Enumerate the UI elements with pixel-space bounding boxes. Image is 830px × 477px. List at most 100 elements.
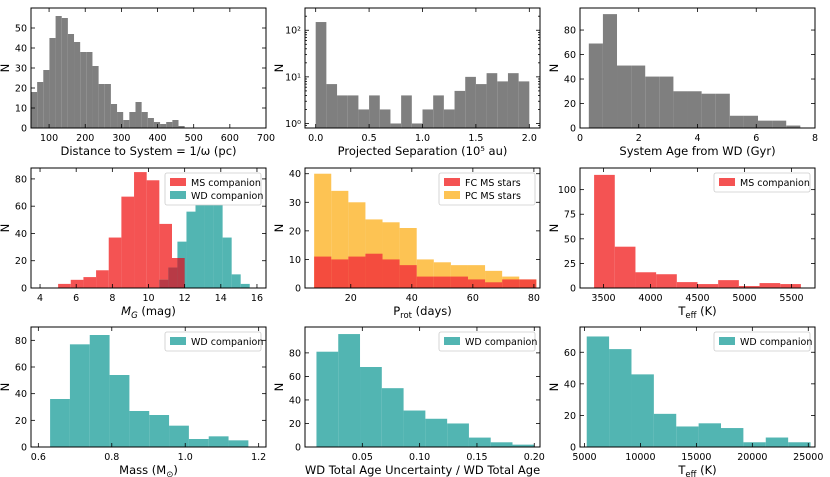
bar-histogram	[74, 42, 81, 128]
legend-swatch	[444, 337, 460, 345]
bar-wd-companion	[204, 192, 214, 288]
x-tick-label: 3500	[591, 293, 615, 304]
bar-histogram	[602, 14, 618, 128]
bar-wd-companion	[631, 374, 654, 447]
bar-wd-companion	[403, 410, 426, 447]
y-tick-label: 40	[289, 169, 301, 180]
legend-label: WD companion	[191, 337, 263, 348]
bar-wd-companion	[468, 437, 491, 447]
bar-ms-companion	[146, 180, 160, 288]
x-tick-label: 10	[142, 293, 154, 304]
x-tick-label: 5500	[779, 293, 803, 304]
xlabel-ms-teff: Teff (K)	[677, 304, 716, 321]
y-tick-label: 40	[15, 229, 27, 240]
y-tick-label: 20	[564, 99, 576, 110]
x-tick-label: 0.15	[466, 452, 487, 463]
bar-histogram	[61, 18, 68, 128]
bar-histogram	[486, 73, 498, 128]
bar-ms-companion	[738, 286, 760, 288]
bar-histogram	[379, 109, 391, 128]
bar-histogram	[31, 92, 38, 128]
xlabel-system-age: System Age from WD (Gyr)	[619, 144, 775, 158]
x-tick-label: 80	[528, 293, 540, 304]
bar-fc-ms-stars	[348, 256, 366, 288]
x-tick-label: 20	[345, 293, 357, 304]
y-tick-label: 0	[295, 443, 301, 454]
panel-distance: Distance to System = 1/ω (pc) N 10020030…	[0, 7, 275, 158]
bar-wd-companion	[69, 344, 90, 447]
bar-wd-companion	[765, 437, 789, 447]
y-tick-label: 10²	[285, 26, 301, 37]
bar-wd-companion	[89, 335, 110, 447]
bar-overlap	[168, 267, 172, 288]
legend-wd-mass	[164, 331, 262, 352]
bar-wd-companion	[653, 413, 677, 447]
bar-histogram	[758, 120, 773, 128]
x-tick-label: 400	[148, 133, 166, 144]
y-tick-label: 10¹	[285, 72, 301, 83]
bar-histogram	[141, 112, 148, 128]
x-tick-label: 25000	[793, 452, 823, 463]
ylabel-absolute-magnitude: N	[0, 224, 12, 233]
bar-wd-companion	[149, 415, 170, 447]
bar-histogram	[673, 91, 688, 128]
y-tick-label: 60	[15, 202, 27, 213]
y-tick-label: 80	[289, 348, 301, 359]
y-tick-label: 50	[564, 234, 576, 245]
bar-wd-companion	[586, 336, 610, 447]
legend-absolute-magnitude	[164, 172, 262, 206]
bar-histogram	[631, 65, 646, 128]
bar-fc-ms-stars	[502, 279, 520, 288]
legend-age-uncertainty	[438, 331, 536, 352]
bars-age-uncertainty	[316, 334, 535, 447]
x-tick-label: 0.05	[352, 452, 373, 463]
bars-absolute-magnitude	[58, 172, 250, 288]
bar-ms-companion	[614, 246, 636, 288]
y-tick-label: 0	[21, 284, 27, 295]
x-tick-label: 200	[76, 133, 94, 144]
bar-ms-companion	[108, 237, 122, 288]
ylabel-ms-teff: N	[547, 224, 561, 233]
panel-wd-teff: Teff (K) N 5000 10000 15000 20000 25000 0 20 40…	[547, 326, 823, 477]
y-tick-label: 40	[15, 44, 27, 55]
bar-histogram	[743, 115, 759, 128]
x-tick-label: 14	[215, 293, 227, 304]
legend-swatch	[719, 337, 735, 345]
bar-ms-companion	[676, 282, 698, 288]
bar-histogram	[110, 104, 118, 128]
y-tick-label: 20	[15, 84, 27, 95]
legend-swatch	[444, 191, 460, 199]
x-tick-label: 700	[257, 133, 275, 144]
axes-frame-wd-teff	[579, 326, 816, 448]
bar-histogram	[729, 115, 744, 128]
bar-histogram	[153, 122, 161, 128]
bar-fc-ms-stars	[519, 279, 537, 288]
bars-projected-separation	[315, 22, 530, 128]
y-tick-label: 20	[15, 416, 27, 427]
ylabel-distance: N	[0, 64, 12, 73]
bar-wd-companion	[129, 411, 150, 447]
y-tick-label: 40	[564, 379, 576, 390]
bar-histogram	[443, 109, 455, 128]
bar-histogram	[49, 38, 56, 128]
x-tick-label: 4000	[638, 293, 662, 304]
bars-wd-teff	[586, 336, 811, 447]
x-tick-label: 15000	[681, 452, 711, 463]
y-tick-label: 0	[570, 284, 576, 295]
legend-label: WD companion	[740, 337, 812, 348]
bar-histogram	[475, 84, 487, 128]
legend-label: WD companion	[465, 337, 537, 348]
xlabel-projected-separation: Projected Separation (10⁵ au)	[338, 144, 508, 158]
x-tick-label: 1.5	[468, 133, 483, 144]
x-tick-label: 8	[109, 293, 115, 304]
bar-fc-ms-stars	[467, 279, 486, 288]
bar-ms-companion	[96, 270, 109, 288]
x-tick-label: 0.5	[362, 133, 377, 144]
y-tick-label: 60	[564, 348, 576, 359]
y-tick-label: 80	[15, 174, 27, 185]
bar-wd-companion	[195, 203, 205, 288]
bar-fc-ms-stars	[331, 259, 349, 288]
bar-histogram	[80, 52, 87, 128]
bar-wd-companion	[228, 440, 249, 447]
bar-wd-companion	[425, 418, 448, 447]
